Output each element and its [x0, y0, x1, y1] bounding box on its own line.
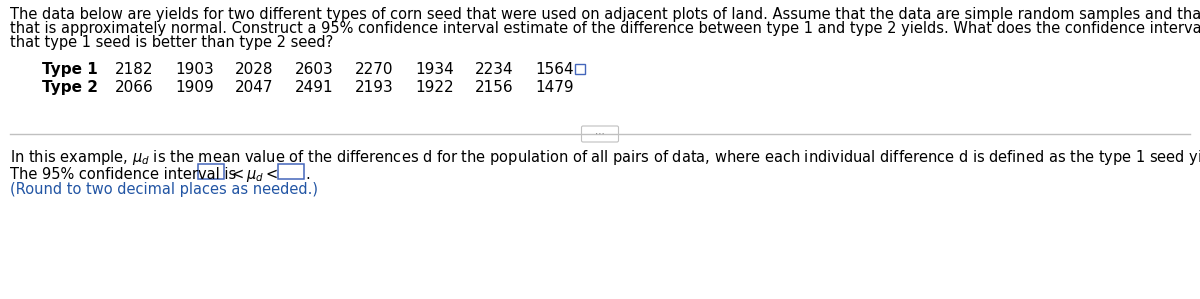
Text: 2066: 2066 [115, 80, 154, 95]
Text: 2491: 2491 [295, 80, 334, 95]
Text: 1934: 1934 [415, 62, 454, 77]
Text: 2156: 2156 [475, 80, 514, 95]
Text: 1909: 1909 [175, 80, 214, 95]
Text: 2603: 2603 [295, 62, 334, 77]
Text: ⋯: ⋯ [595, 129, 605, 138]
Text: 2047: 2047 [235, 80, 274, 95]
Text: Type 1: Type 1 [42, 62, 97, 77]
Text: The 95% confidence interval is: The 95% confidence interval is [10, 167, 241, 182]
Text: The data below are yields for two different types of corn seed that were used on: The data below are yields for two differ… [10, 7, 1200, 22]
Text: 2234: 2234 [475, 62, 514, 77]
Text: 1479: 1479 [535, 80, 574, 95]
Text: (Round to two decimal places as needed.): (Round to two decimal places as needed.) [10, 182, 318, 197]
Text: that is approximately normal. Construct a 95% confidence interval estimate of th: that is approximately normal. Construct … [10, 21, 1200, 36]
Text: 2193: 2193 [355, 80, 394, 95]
Text: 1564: 1564 [535, 62, 574, 77]
Text: 1922: 1922 [415, 80, 454, 95]
Text: In this example, $\mu_d$ is the mean value of the differences d for the populati: In this example, $\mu_d$ is the mean val… [10, 148, 1200, 167]
Text: 1903: 1903 [175, 62, 214, 77]
FancyBboxPatch shape [582, 126, 618, 142]
FancyBboxPatch shape [575, 64, 586, 74]
Text: 2028: 2028 [235, 62, 274, 77]
Text: that type 1 seed is better than type 2 seed?: that type 1 seed is better than type 2 s… [10, 35, 334, 50]
Text: $<\mu_d<$: $<\mu_d<$ [223, 167, 282, 184]
Text: Type 2: Type 2 [42, 80, 98, 95]
Text: 2182: 2182 [115, 62, 154, 77]
Text: .: . [305, 167, 310, 182]
Text: 2270: 2270 [355, 62, 394, 77]
FancyBboxPatch shape [278, 164, 304, 179]
FancyBboxPatch shape [198, 164, 223, 179]
